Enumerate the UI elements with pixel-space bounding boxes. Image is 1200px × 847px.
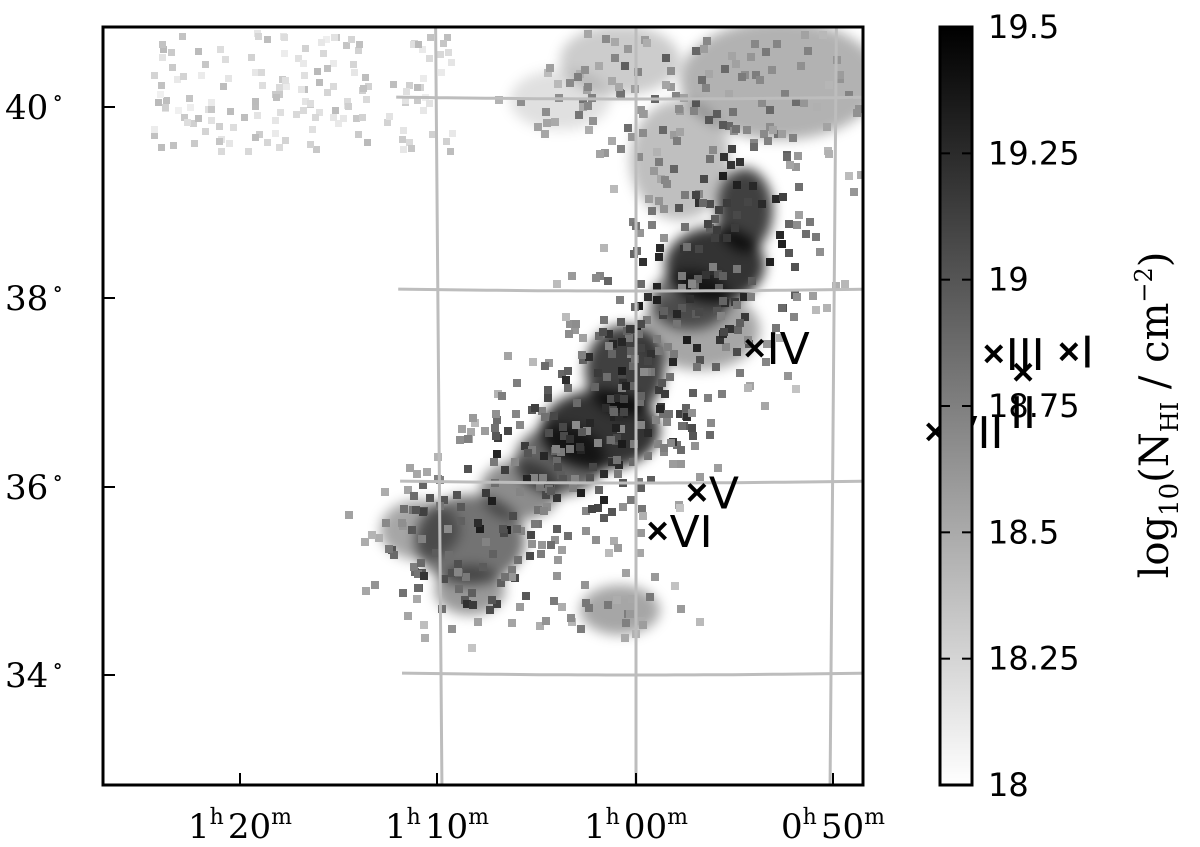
marker-label: IV [767,324,810,375]
x-tick-label: 1h 10m [385,805,489,847]
emission-pixels [151,30,863,652]
grid-line-ra [828,27,838,785]
marker-label: I [1081,328,1094,379]
plot-frame [101,25,865,787]
coordinate-grid [396,27,863,785]
marker-label: III [1006,330,1045,381]
colorbar-tick-label: 19.25 [988,134,1080,172]
grid-line-dec [396,95,863,101]
colorbar: 19.5 19.25 19 18.75 18.5 18.25 18 log10(NHI / … [938,8,1185,804]
y-tick-label: 34 ∘ [5,654,63,696]
colorbar-tick-label: 18 [988,766,1029,804]
grid-line-dec [401,671,863,677]
y-axis-ticks: 40 ∘ 38 ∘ 36 ∘ 34 ∘ [5,86,115,696]
y-tick-label: 40 ∘ [5,86,63,128]
x-tick-label: 1h 20m [188,805,292,847]
marker-iv: IV [745,324,810,375]
grid-line-dec [400,479,863,485]
marker-label: V [709,468,739,519]
colorbar-tick-label: 18.5 [988,513,1059,551]
colorbar-label: log10(NHI / cm−2) [1130,252,1185,579]
grid-line-dec [398,287,863,293]
colorbar-tick-label: 19 [988,261,1029,299]
grid-line-ra [434,27,444,785]
marker-ii: II [1010,362,1036,439]
y-tick-label: 38 ∘ [5,277,63,319]
colorbar-tick-label: 18.25 [988,640,1080,678]
x-tick-label: 1h 00m [584,805,688,847]
marker-label: II [1010,388,1036,439]
marker-i: I [1059,328,1094,379]
colorbar-ticks: 19.5 19.25 19 18.75 18.5 18.25 18 [940,8,1080,804]
colorbar-tick-label: 18.75 [988,387,1080,425]
marker-v: V [687,468,739,519]
marker-label: VI [670,507,713,558]
marker-vi: VI [648,507,713,558]
x-axis-ticks: 1h 20m 1h 10m 1h 00m 0h 50m [188,773,885,847]
colorbar-tick-label: 19.5 [988,8,1059,46]
y-tick-label: 36 ∘ [5,466,63,508]
hi-emission-map [151,27,863,652]
x-tick-label: 0h 50m [781,805,885,847]
marker-iii: III [984,330,1045,381]
